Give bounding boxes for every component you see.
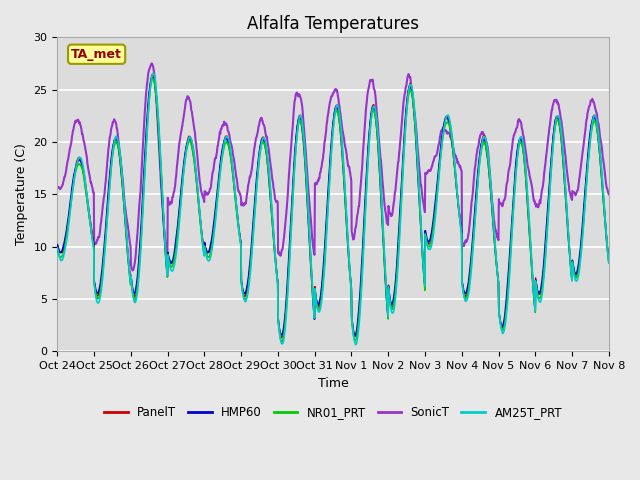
Text: TA_met: TA_met [71, 48, 122, 61]
Title: Alfalfa Temperatures: Alfalfa Temperatures [247, 15, 419, 33]
X-axis label: Time: Time [317, 377, 349, 390]
Y-axis label: Temperature (C): Temperature (C) [15, 144, 28, 245]
Legend: PanelT, HMP60, NR01_PRT, SonicT, AM25T_PRT: PanelT, HMP60, NR01_PRT, SonicT, AM25T_P… [99, 401, 567, 424]
